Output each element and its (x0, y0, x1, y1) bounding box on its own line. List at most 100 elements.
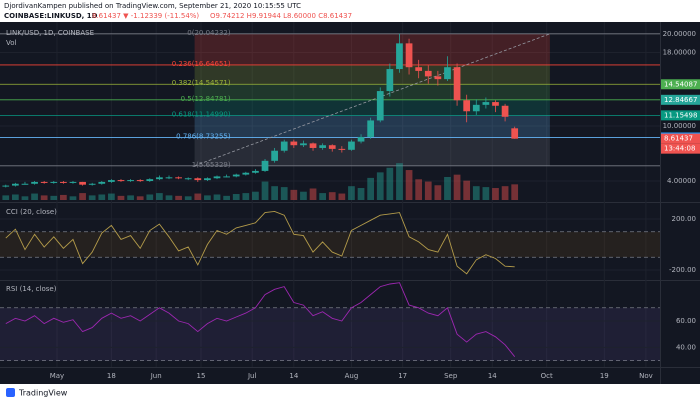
candle-body (60, 181, 67, 183)
volume-bar (511, 184, 519, 200)
footer-bg (0, 384, 700, 402)
volume-bar (136, 196, 144, 200)
candle-body (434, 76, 442, 80)
volume-bar (98, 194, 106, 200)
symbol: COINBASE:LINKUSD, 1D (4, 12, 98, 20)
volume-bar (165, 195, 173, 200)
fib-label: 0.786(8.73255) (176, 133, 231, 141)
x-tick-label: 18 (107, 372, 116, 380)
y-tick-label: 4.00000 (667, 177, 696, 185)
author-line: DjordivanKampen published on TradingView… (4, 2, 301, 10)
volume-bar (319, 193, 326, 200)
price-marker-label: 11.15498 (664, 111, 697, 119)
x-tick-label: Nov (639, 372, 653, 380)
candle-body (309, 143, 317, 148)
volume-bar (40, 195, 48, 200)
candle-body (242, 172, 250, 175)
volume-bar (415, 179, 423, 200)
price-marker-label: 14.54087 (664, 80, 697, 88)
volume-bar (108, 193, 115, 200)
volume-bar (194, 193, 202, 200)
fib-label: 0.618(11.14990) (172, 110, 231, 118)
volume-bar (348, 186, 355, 200)
volume-bar (69, 196, 77, 200)
volume-bar (271, 186, 278, 200)
indicator-line (5, 282, 516, 357)
x-tick-label: Jun (150, 372, 162, 380)
candle-body (79, 181, 86, 185)
brand[interactable]: TradingView (18, 389, 68, 398)
fib-label: 0.5(12.84781) (181, 95, 231, 103)
volume-bar (175, 195, 182, 200)
fib-label: 0(20.04232) (187, 29, 231, 37)
candle-body (348, 141, 355, 150)
y-tick-label: 20.00000 (663, 30, 696, 38)
x-tick-label: 17 (398, 372, 407, 380)
volume-bar (424, 181, 432, 200)
candle-body (204, 178, 211, 181)
candle-body (463, 100, 471, 112)
price-marker-label: 8.61437 (664, 135, 693, 143)
volume-bar (223, 195, 230, 200)
volume-bar (127, 195, 134, 200)
candle-body (232, 174, 240, 177)
candle-body (108, 180, 115, 182)
candle-body (223, 176, 230, 178)
candle-body (31, 181, 38, 184)
volume-bar (117, 195, 125, 200)
candle-body (367, 120, 375, 137)
candle-body (2, 185, 10, 187)
y-tick-label: 60.00 (676, 317, 696, 325)
candle-body (261, 160, 269, 171)
candle-body (492, 102, 499, 106)
y-tick-label: 40.00 (676, 343, 696, 351)
candle-body (69, 181, 77, 183)
candle-body (12, 183, 19, 186)
volume-bar (396, 163, 403, 200)
candle-body (146, 179, 154, 182)
candle-body (501, 105, 509, 117)
volume-bar (31, 193, 38, 200)
candle-body (98, 181, 106, 184)
volume-bar (453, 174, 461, 200)
fib-trend (194, 33, 551, 167)
candle-body (386, 69, 394, 92)
volume-bar (280, 187, 288, 200)
x-tick-label: Aug (345, 372, 359, 380)
volume-bar (367, 177, 375, 200)
volume-bar (213, 194, 221, 200)
candle-body (252, 170, 259, 173)
x-tick-label: 15 (197, 372, 206, 380)
candle-body (300, 143, 307, 146)
volume-bar (156, 193, 163, 200)
candle-body (444, 67, 451, 80)
y-tick-label: 200.00 (672, 215, 697, 223)
volume-bar (290, 189, 298, 200)
candle-body (175, 177, 182, 179)
candle-body (127, 180, 134, 182)
volume-bar (338, 193, 346, 200)
price-marker (661, 79, 700, 90)
candle-body (40, 181, 48, 183)
price-marker (661, 133, 700, 144)
candle-body (415, 67, 423, 71)
volume-bar (444, 176, 451, 200)
volume-bar (472, 186, 480, 200)
candle-body (184, 178, 192, 180)
volume-bar (501, 186, 509, 200)
price-marker (661, 94, 700, 105)
volume-bar (12, 194, 19, 200)
volume-bar (300, 191, 307, 200)
candle-body (319, 145, 326, 148)
x-tick-label: Oct (541, 372, 553, 380)
volume-bar (2, 195, 10, 200)
candle-body (472, 104, 480, 112)
candle-body (21, 183, 29, 185)
candle-body (511, 128, 519, 139)
fib-band (194, 99, 550, 116)
candle-body (424, 70, 432, 77)
logo-icon (6, 388, 15, 397)
change: 8.61437 ▼ -1.12339 (-11.54%) (92, 12, 199, 20)
y-tick-label: 18.00000 (663, 49, 696, 57)
